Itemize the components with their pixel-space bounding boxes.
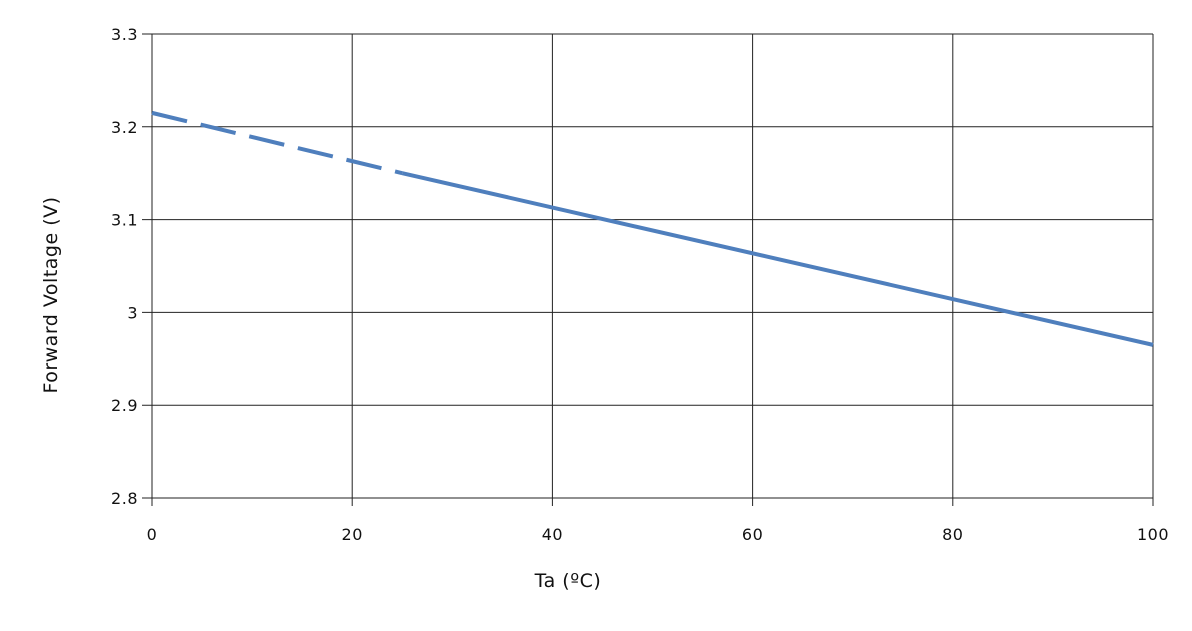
x-axis: 0 20 40 60 80 100 bbox=[147, 525, 1169, 544]
y-tick-label: 2.9 bbox=[111, 396, 138, 415]
plot-area bbox=[151, 110, 1154, 347]
y-axis: 2.8 2.9 3 3.1 3.2 3.3 bbox=[111, 25, 138, 508]
y-tick-label: 3.1 bbox=[111, 211, 138, 230]
y-tick-label: 3.2 bbox=[111, 118, 138, 137]
x-tick-label: 20 bbox=[342, 525, 363, 544]
y-tick-label: 3 bbox=[127, 303, 138, 322]
y-tick-label: 2.8 bbox=[111, 489, 138, 508]
x-tick-label: 80 bbox=[942, 525, 963, 544]
extrapolated-line bbox=[151, 110, 403, 176]
grid bbox=[142, 33, 1154, 506]
x-tick-label: 0 bbox=[147, 525, 158, 544]
y-axis-title: Forward Voltage (V) bbox=[40, 196, 62, 393]
x-tick-label: 100 bbox=[1137, 525, 1169, 544]
measured-line bbox=[401, 171, 1154, 347]
y-tick-label: 3.3 bbox=[111, 25, 138, 44]
x-tick-label: 60 bbox=[742, 525, 763, 544]
x-tick-label: 40 bbox=[542, 525, 563, 544]
x-axis-title: Ta (ºC) bbox=[534, 570, 602, 592]
